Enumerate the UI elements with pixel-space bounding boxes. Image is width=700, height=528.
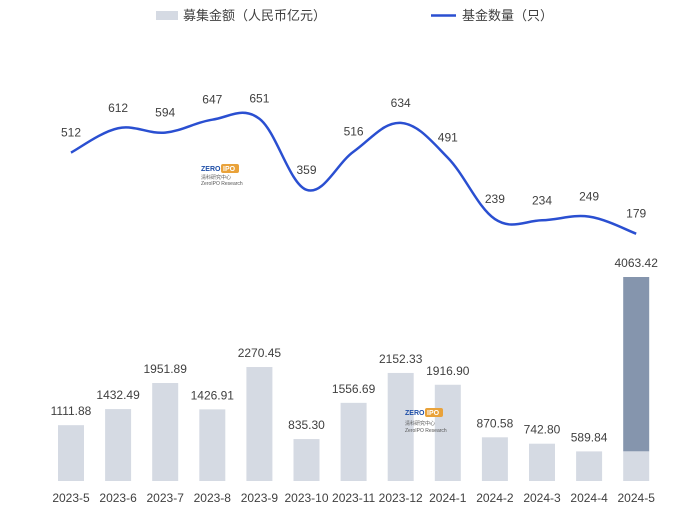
svg-text:ZeroIPO Research: ZeroIPO Research [405,428,447,434]
bar-value-label: 2270.45 [238,346,282,360]
bar-series [58,277,650,481]
bar [58,425,84,481]
svg-text:IPO: IPO [427,410,440,417]
bar [246,367,273,481]
bar [434,384,461,481]
bar-value-label: 4063.42 [615,256,659,270]
line-value-label: 179 [626,207,646,221]
legend-line-label: 基金数量（只） [462,8,553,23]
legend-bar-swatch [156,11,178,20]
svg-text:清科研究中心: 清科研究中心 [405,420,435,427]
line-value-label: 612 [108,101,128,115]
legend: 募集金额（人民币亿元） 基金数量（只） [156,8,553,23]
legend-item-line[interactable]: 基金数量（只） [431,8,553,23]
watermark-logo: ZERO IPO 清科研究中心 ZeroIPO Research [405,408,447,434]
bar-value-label: 1916.90 [426,364,470,378]
line-value-label: 516 [344,125,364,139]
line-value-label: 651 [249,92,269,106]
bar [387,372,414,481]
bar-value-label: 1426.91 [191,388,235,402]
fund-count-line [70,111,637,235]
x-tick-label: 2023-12 [379,491,423,505]
watermark-logo: ZERO IPO 清科研究中心 ZeroIPO Research [201,164,243,187]
bar-value-label: 870.58 [477,416,514,430]
bar-value-label: 1432.49 [96,388,140,402]
x-axis-tick-labels: 2023-5 2023-6 2023-7 2023-8 2023-9 2023-10 202… [52,491,655,505]
bar-highlight-segment [623,277,650,452]
line-value-label: 491 [438,131,458,145]
line-data-labels: 512 612 594 647 651 359 516 634 491 239 234 249 179 [61,92,647,221]
line-value-label: 512 [61,126,81,140]
bar [105,409,132,481]
x-tick-label: 2024-4 [570,491,608,505]
bar [293,439,320,481]
svg-text:IPO: IPO [223,166,236,173]
x-tick-label: 2023-7 [147,491,185,505]
bar-base-segment [623,451,650,481]
x-tick-label: 2024-2 [476,491,514,505]
x-tick-label: 2023-11 [332,491,375,505]
bar-value-label: 1111.88 [51,404,92,418]
x-tick-label: 2024-3 [523,491,561,505]
bar-value-label: 742.80 [524,423,561,437]
bar-value-label: 835.30 [288,418,325,432]
bar-value-label: 2152.33 [379,352,423,366]
x-tick-label: 2024-1 [429,491,467,505]
line-value-label: 647 [202,93,222,107]
legend-bar-label: 募集金额（人民币亿元） [183,8,326,23]
bar-value-label: 589.84 [571,430,608,444]
bar [481,437,508,481]
svg-text:清科研究中心: 清科研究中心 [201,174,231,181]
x-tick-label: 2023-10 [284,491,328,505]
x-tick-label: 2023-8 [194,491,232,505]
bar-value-label: 1951.89 [144,362,188,376]
line-value-label: 239 [485,192,505,206]
line-value-label: 234 [532,193,552,207]
x-tick-label: 2024-5 [618,491,656,505]
line-value-label: 249 [579,190,599,204]
svg-text:ZERO: ZERO [201,166,221,173]
svg-text:ZERO: ZERO [405,410,425,417]
bar [340,402,367,481]
bar [576,451,603,481]
bar [529,443,555,481]
svg-text:ZeroIPO Research: ZeroIPO Research [201,181,243,187]
line-value-label: 634 [391,96,411,110]
bar [152,383,179,481]
x-tick-label: 2023-9 [241,491,279,505]
x-tick-label: 2023-5 [52,491,90,505]
bar-value-label: 1556.69 [332,382,376,396]
legend-item-bar[interactable]: 募集金额（人民币亿元） [156,8,326,23]
bar [199,409,226,481]
line-value-label: 359 [296,163,316,177]
line-value-label: 594 [155,106,175,120]
x-tick-label: 2023-6 [99,491,137,505]
